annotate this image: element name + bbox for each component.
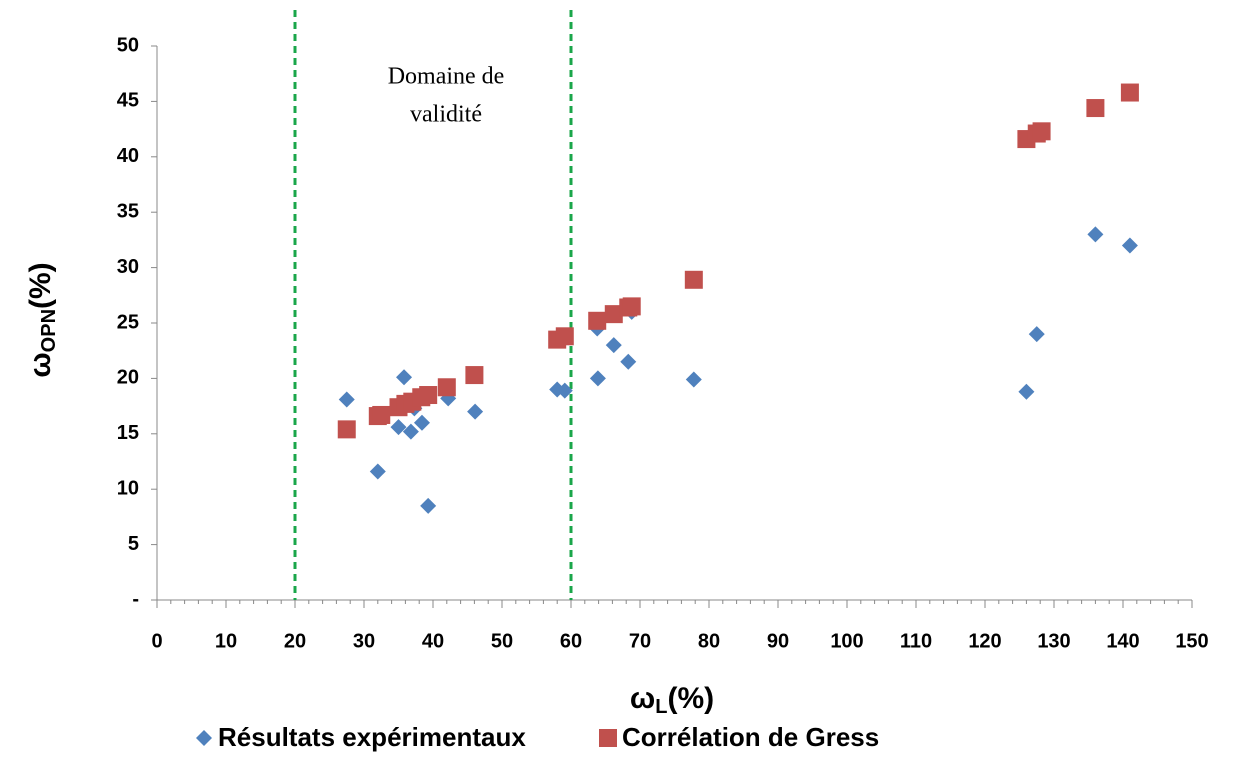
point (588, 311, 607, 330)
point (420, 497, 437, 514)
y-tick-label: 40 (117, 145, 139, 167)
point (622, 297, 641, 316)
point (369, 463, 386, 480)
x-axis-label: ωL(%) (630, 682, 714, 718)
x-tick-label: 100 (830, 630, 863, 652)
point (419, 386, 438, 405)
x-tick-label: 110 (900, 630, 932, 652)
y-axis-label: ωOPN(%) (24, 262, 60, 377)
x-label-main: ω (630, 682, 655, 715)
point (684, 270, 703, 289)
x-label-sub: L (655, 696, 667, 718)
point (605, 337, 622, 354)
x-tick-label: 10 (215, 630, 237, 652)
point (556, 382, 573, 399)
legend-label: Résultats expérimentaux (218, 722, 526, 752)
y-tick-label: 50 (117, 34, 139, 56)
point (396, 369, 413, 386)
legend-marker (599, 729, 617, 747)
y-tick-label: 5 (128, 533, 139, 555)
x-tick-label: 20 (284, 630, 306, 652)
point (372, 405, 391, 424)
point (589, 370, 606, 387)
x-tick-label: 130 (1037, 630, 1070, 652)
legend-label: Corrélation de Gress (622, 722, 879, 752)
x-tick-label: 70 (629, 630, 651, 652)
x-tick-label: 150 (1175, 630, 1208, 652)
y-tick-label: 45 (117, 90, 139, 112)
x-tick-label: 90 (767, 630, 789, 652)
x-label-unit: (%) (667, 682, 714, 715)
point (413, 414, 430, 431)
point (685, 371, 702, 388)
y-label-unit: (%) (24, 262, 57, 309)
point (1120, 83, 1139, 102)
x-tick-label: 80 (698, 630, 720, 652)
annotation: Domaine de (388, 64, 505, 90)
y-tick-label: 20 (117, 367, 139, 389)
y-tick-label: 35 (117, 200, 139, 222)
x-tick-label: 50 (491, 630, 513, 652)
y-tick-label: - (132, 588, 139, 610)
y-label-sub: OPN (38, 309, 60, 352)
point (402, 423, 419, 440)
point (1086, 99, 1105, 118)
x-tick-label: 120 (968, 630, 1001, 652)
x-tick-label: 30 (353, 630, 375, 652)
legend-marker (196, 730, 212, 746)
y-tick-label: 30 (117, 256, 139, 278)
point (1028, 326, 1045, 343)
point (1087, 226, 1104, 243)
point (437, 378, 456, 397)
point (467, 403, 484, 420)
x-tick-label: 40 (422, 630, 444, 652)
x-tick-label: 140 (1106, 630, 1139, 652)
point (338, 391, 355, 408)
point (620, 353, 637, 370)
point (390, 419, 407, 436)
point (465, 366, 484, 385)
x-tick-label: 0 (151, 630, 162, 652)
y-label-main: ω (24, 352, 57, 377)
y-tick-label: 10 (117, 477, 139, 499)
x-tick-label: 60 (560, 630, 582, 652)
point (1032, 122, 1051, 141)
point (604, 305, 623, 324)
point (1018, 383, 1035, 400)
point (555, 327, 574, 346)
y-tick-label: 25 (117, 311, 139, 333)
point (1121, 237, 1138, 254)
y-tick-label: 15 (117, 422, 139, 444)
annotation: validité (410, 102, 482, 128)
point (337, 420, 356, 439)
